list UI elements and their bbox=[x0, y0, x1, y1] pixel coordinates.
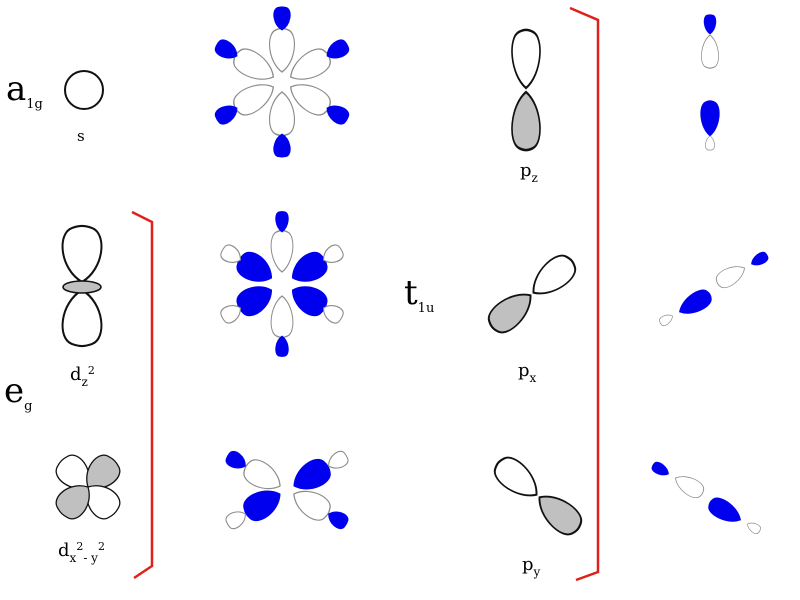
py-orbital-shape bbox=[488, 450, 588, 542]
eg-dz2-ligand-salc bbox=[217, 210, 347, 358]
s-orbital-label: s bbox=[77, 127, 85, 145]
py-orbital-label: py bbox=[522, 554, 541, 579]
dx2-y2-orbital-shape bbox=[50, 449, 126, 525]
dz2-orbital-label: dz2 bbox=[70, 364, 95, 389]
eg-bracket bbox=[131, 210, 154, 580]
dz2-orbital-shape bbox=[61, 224, 103, 348]
pz-orbital-label: pz bbox=[520, 160, 538, 185]
dx2-y2-orbital-label: dx2- y2 bbox=[58, 540, 105, 565]
px-orbital-label: px bbox=[518, 360, 537, 385]
a1g-ligand-salc bbox=[212, 6, 352, 158]
a1g-symmetry-label: a1g bbox=[6, 69, 43, 112]
pz-orbital-shape bbox=[510, 28, 542, 152]
s-orbital-shape bbox=[64, 70, 104, 110]
t1u-y-ligand-salc bbox=[649, 459, 763, 536]
t1u-x-ligand-salc bbox=[657, 249, 771, 328]
px-orbital-shape bbox=[482, 248, 582, 340]
eg-dx2-y2-ligand-salc bbox=[223, 448, 351, 532]
t1u-symmetry-label: t1u bbox=[404, 273, 435, 316]
eg-symmetry-label: eg bbox=[4, 371, 33, 414]
t1u-bracket bbox=[569, 6, 600, 582]
t1u-z-ligand-salc bbox=[700, 14, 720, 151]
